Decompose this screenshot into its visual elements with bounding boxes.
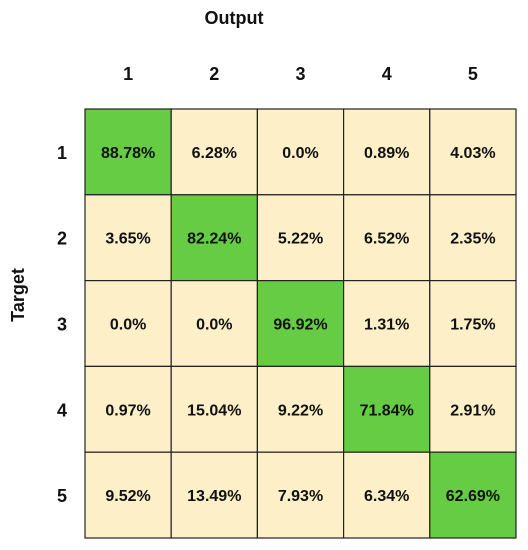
cell-value-label: 7.93% — [278, 488, 323, 505]
matrix-cell — [343, 365, 431, 453]
column-label: 3 — [295, 64, 305, 84]
cell-value-label: 0.0% — [110, 317, 146, 334]
row-label: 2 — [57, 229, 67, 249]
matrix-cell — [170, 365, 258, 453]
matrix-cells: 88.78% 6.28% 0.0% 0.89% 4.03% 3.65% 82.24% 5.22… — [84, 108, 517, 539]
matrix-cell — [256, 108, 345, 196]
matrix-cell — [343, 280, 431, 368]
cell-value-label: 0.89% — [364, 145, 409, 162]
matrix-cell — [84, 451, 172, 539]
matrix-cell — [429, 451, 517, 539]
cell-value-label: 0.0% — [196, 317, 232, 334]
cell-value-label: 6.34% — [364, 488, 409, 505]
cell-value-label: 3.65% — [105, 231, 150, 248]
row-labels: 1 2 3 4 5 — [57, 143, 67, 506]
matrix-cell — [429, 280, 517, 368]
cell-value-label: 2.91% — [450, 402, 495, 419]
matrix-cell — [170, 280, 258, 368]
row-label: 4 — [57, 400, 67, 420]
matrix-cell — [429, 365, 517, 453]
cell-value-label: 1.31% — [364, 317, 409, 334]
cell-value-label: 82.24% — [187, 231, 241, 248]
cell-value-label: 13.49% — [187, 488, 241, 505]
matrix-cell — [256, 365, 345, 453]
row-label: 1 — [57, 143, 67, 163]
cell-value-label: 0.97% — [105, 402, 150, 419]
column-labels: 1 2 3 4 5 — [123, 64, 478, 84]
cell-value-label: 1.75% — [450, 317, 495, 334]
cell-value-label: 71.84% — [360, 402, 414, 419]
cell-value-label: 2.35% — [450, 231, 495, 248]
cell-value-label: 4.03% — [450, 145, 495, 162]
cell-value-label: 88.78% — [101, 145, 155, 162]
row-label: 3 — [57, 315, 67, 335]
cell-value-label: 9.52% — [105, 488, 150, 505]
column-label: 2 — [209, 64, 219, 84]
cell-value-label: 62.69% — [446, 488, 500, 505]
matrix-cell — [343, 108, 431, 196]
matrix-cell — [170, 108, 258, 196]
cell-value-label: 96.92% — [273, 317, 327, 334]
matrix-cell — [256, 451, 345, 539]
cell-value-label: 15.04% — [187, 402, 241, 419]
cell-value-label: 0.0% — [282, 145, 318, 162]
matrix-cell — [429, 194, 517, 282]
matrix-cell — [256, 194, 345, 282]
cell-value-label: 6.28% — [192, 145, 237, 162]
column-label: 5 — [468, 64, 478, 84]
cell-value-label: 5.22% — [278, 231, 323, 248]
y-axis-title: Target — [8, 268, 28, 322]
matrix-cell — [84, 108, 172, 196]
row-label: 5 — [57, 486, 67, 506]
matrix-cell — [170, 451, 258, 539]
column-label: 1 — [123, 64, 133, 84]
x-axis-title: Output — [205, 8, 264, 28]
cell-value-label: 6.52% — [364, 231, 409, 248]
cell-value-label: 9.22% — [278, 402, 323, 419]
column-label: 4 — [382, 64, 392, 84]
matrix-cell — [84, 194, 172, 282]
matrix-cell — [84, 365, 172, 453]
